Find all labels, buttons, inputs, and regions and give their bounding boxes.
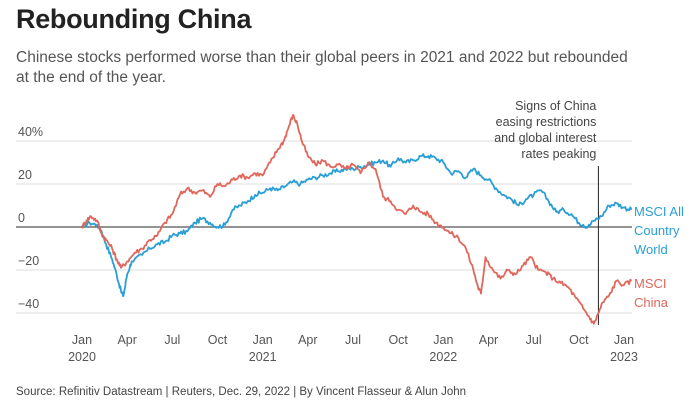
x-tick-year-label: 2020 — [68, 350, 96, 364]
x-tick-label: Oct — [569, 333, 589, 347]
y-tick-label: 40% — [18, 125, 43, 139]
x-tick-year-label: 2022 — [429, 350, 457, 364]
annotation-text-line: and global interest — [494, 131, 597, 145]
series-label-msci-china: MSCI — [634, 276, 667, 291]
x-tick-label: Jan — [72, 333, 92, 347]
series-line-msci-china — [81, 114, 633, 325]
annotation-layer: Signs of China easing restrictions and glo… — [494, 99, 599, 325]
x-tick-label: Oct — [388, 333, 408, 347]
series-labels: MSCI All Country World MSCI China — [634, 204, 684, 310]
y-tick-label: −20 — [18, 254, 39, 268]
x-tick-label: Apr — [479, 333, 498, 347]
annotation-text-line: Signs of China — [515, 99, 596, 113]
series-layer — [81, 114, 633, 325]
series-label-msci-all-country-world: MSCI All — [634, 204, 684, 219]
chart-canvas: 40% 20 0 −20 −40 Signs of China easing restri… — [16, 99, 684, 364]
x-tick-label: Jan — [433, 333, 453, 347]
annotation-text-line: rates peaking — [521, 147, 596, 161]
x-axis: Jan 2020 Apr Jul Oct Jan 2021 Apr Jul Oct Jan 2022 A… — [68, 333, 638, 364]
x-tick-label: Jan — [614, 333, 634, 347]
series-label-msci-china: China — [634, 295, 669, 310]
annotation-text-line: easing restrictions — [496, 115, 597, 129]
x-tick-label: Oct — [208, 333, 228, 347]
chart-title: Rebounding China — [16, 4, 252, 34]
x-tick-label: Jul — [164, 333, 180, 347]
series-label-msci-all-country-world: World — [634, 242, 668, 257]
x-tick-label: Jul — [345, 333, 361, 347]
y-tick-label: 0 — [18, 211, 25, 225]
x-tick-label: Jan — [253, 333, 273, 347]
x-tick-year-label: 2021 — [249, 350, 277, 364]
series-label-msci-all-country-world: Country — [634, 223, 680, 238]
source-credit: Source: Refinitiv Datastream | Reuters, … — [16, 386, 467, 398]
x-tick-label: Apr — [298, 333, 317, 347]
chart-subtitle: Chinese stocks performed worse than thei… — [16, 49, 628, 86]
grid-layer: 40% 20 0 −20 −40 — [16, 125, 632, 314]
x-tick-year-label: 2023 — [610, 350, 638, 364]
y-tick-label: 20 — [18, 168, 32, 182]
y-tick-label: −40 — [18, 297, 39, 311]
x-tick-label: Jul — [526, 333, 542, 347]
x-tick-label: Apr — [117, 333, 136, 347]
